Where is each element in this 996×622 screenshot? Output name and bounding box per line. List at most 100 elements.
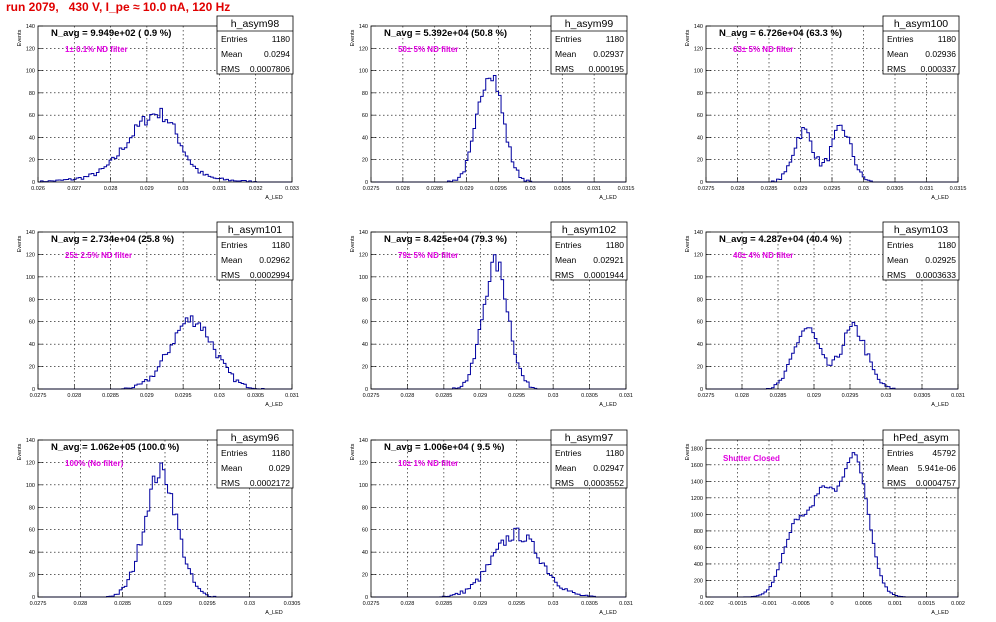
stats-key: RMS <box>221 270 240 280</box>
stats-box <box>550 221 628 281</box>
y-tick-label: 60 <box>29 320 35 326</box>
y-tick-label: 80 <box>697 91 703 97</box>
stats-key: RMS <box>221 64 240 74</box>
stats-value: 0.0004757 <box>916 478 956 488</box>
annotation-label: 63± 5% ND filter <box>733 45 793 54</box>
annotation-label: Shutter Closed <box>723 454 780 463</box>
stats-value: 1180 <box>272 448 291 458</box>
y-axis-label: Events <box>17 443 23 460</box>
y-tick-label: 80 <box>29 297 35 303</box>
stats-value: 1180 <box>938 240 957 250</box>
stats-box <box>550 429 628 489</box>
stats-key: Entries <box>887 240 913 250</box>
annotation-label: 25± 2.5% ND filter <box>65 251 132 260</box>
y-tick-label: 40 <box>362 135 368 141</box>
histogram-line <box>706 124 958 183</box>
x-tick-label: -0.0015 <box>728 601 747 607</box>
x-tick-label: 0.0305 <box>581 393 598 399</box>
stats-value: 0.02937 <box>593 49 624 59</box>
x-tick-label: 0.0285 <box>114 601 131 607</box>
stats-value: 0.0003633 <box>916 270 956 280</box>
x-tick-label: 0.028 <box>396 186 410 192</box>
y-tick-label: 60 <box>362 528 368 534</box>
stats-key: RMS <box>555 270 574 280</box>
stats-box <box>882 429 960 489</box>
stats-value: 0.0007806 <box>250 64 290 74</box>
x-axis-label: A_LED <box>931 195 948 201</box>
stats-value: 5.941e-06 <box>918 463 957 473</box>
x-tick-label: 0.0305 <box>581 601 598 607</box>
y-tick-label: 20 <box>362 573 368 579</box>
x-tick-label: 0.028 <box>401 601 415 607</box>
y-tick-label: 20 <box>29 573 35 579</box>
histogram-panel-h_asym99: 0.0275 0.028 0.0285 0.029 0.0295 0.03 0.0305 0.… <box>350 15 635 201</box>
y-axis-label: Events <box>685 443 691 460</box>
x-tick-label: 0.001 <box>888 601 902 607</box>
x-tick-label: 0.033 <box>285 186 299 192</box>
x-tick-label: 0.0315 <box>618 186 635 192</box>
x-axis-label: A_LED <box>599 610 616 616</box>
x-tick-label: 0.032 <box>249 186 263 192</box>
x-tick-label: 0.0275 <box>698 393 715 399</box>
annotation-label: 1± 0.1% ND filter <box>65 45 128 54</box>
y-tick-label: 100 <box>359 69 368 75</box>
x-tick-label: 0.03 <box>858 186 869 192</box>
y-tick-label: 120 <box>26 252 35 258</box>
plot-frame <box>370 231 627 390</box>
y-tick-label: 60 <box>362 113 368 119</box>
x-tick-label: 0.03 <box>548 601 559 607</box>
stats-box <box>882 221 960 281</box>
stats-value: 0.02921 <box>593 255 624 265</box>
x-tick-label: -0.001 <box>761 601 777 607</box>
x-tick-label: 0.0275 <box>363 601 380 607</box>
x-tick-label: 0.0305 <box>247 393 264 399</box>
y-tick-label: 1200 <box>691 496 703 502</box>
x-tick-label: 0.0275 <box>30 601 47 607</box>
y-tick-label: 120 <box>359 252 368 258</box>
x-tick-label: 0.028 <box>735 393 749 399</box>
x-axis-label: A_LED <box>931 402 948 408</box>
navg-label: N_avg = 1.006e+04 ( 9.5 %) <box>384 442 504 453</box>
stats-key: RMS <box>555 64 574 74</box>
y-axis-label: Events <box>17 235 23 252</box>
stats-key: Mean <box>887 255 909 265</box>
x-tick-label: 0.029 <box>473 601 487 607</box>
x-axis-label: A_LED <box>265 402 282 408</box>
y-tick-label: 20 <box>362 158 368 164</box>
x-tick-label: 0.0275 <box>30 393 47 399</box>
y-tick-label: 400 <box>694 562 703 568</box>
y-tick-label: 120 <box>26 460 35 466</box>
stats-value: 0.000337 <box>921 64 957 74</box>
stats-key: Mean <box>221 49 243 59</box>
x-tick-label: 0.028 <box>73 601 87 607</box>
plot-frame <box>705 231 959 390</box>
stats-title: hPed_asym <box>893 432 949 444</box>
stats-key: RMS <box>221 478 240 488</box>
x-tick-label: 0.0275 <box>363 186 380 192</box>
y-tick-label: 120 <box>694 252 703 258</box>
histogram-line <box>38 107 292 183</box>
x-tick-label: 0.028 <box>67 393 81 399</box>
x-tick-label: 0.0015 <box>918 601 935 607</box>
y-tick-label: 40 <box>362 342 368 348</box>
y-tick-label: 600 <box>694 545 703 551</box>
annotation-label: 79± 5% ND filter <box>398 251 458 260</box>
stats-box <box>216 221 294 281</box>
x-tick-label: -0.0005 <box>791 601 810 607</box>
y-tick-label: 1000 <box>691 512 703 518</box>
stats-value: 0.02925 <box>925 255 956 265</box>
stats-key: Mean <box>555 255 577 265</box>
annotation-label: 100% (No filter) <box>65 459 124 468</box>
stats-key: Mean <box>555 463 577 473</box>
stats-key: Entries <box>221 448 247 458</box>
y-axis-label: Events <box>17 29 23 46</box>
stats-key: Entries <box>555 240 581 250</box>
annotation-label: 10± 1% ND filter <box>398 459 458 468</box>
stats-title: h_asym99 <box>565 18 614 30</box>
stats-value: 0.0294 <box>264 49 290 59</box>
stats-value: 1180 <box>606 448 625 458</box>
stats-title: h_asym103 <box>894 224 948 236</box>
stats-title: h_asym102 <box>562 224 616 236</box>
stats-key: Entries <box>221 34 247 44</box>
y-tick-label: 40 <box>697 135 703 141</box>
